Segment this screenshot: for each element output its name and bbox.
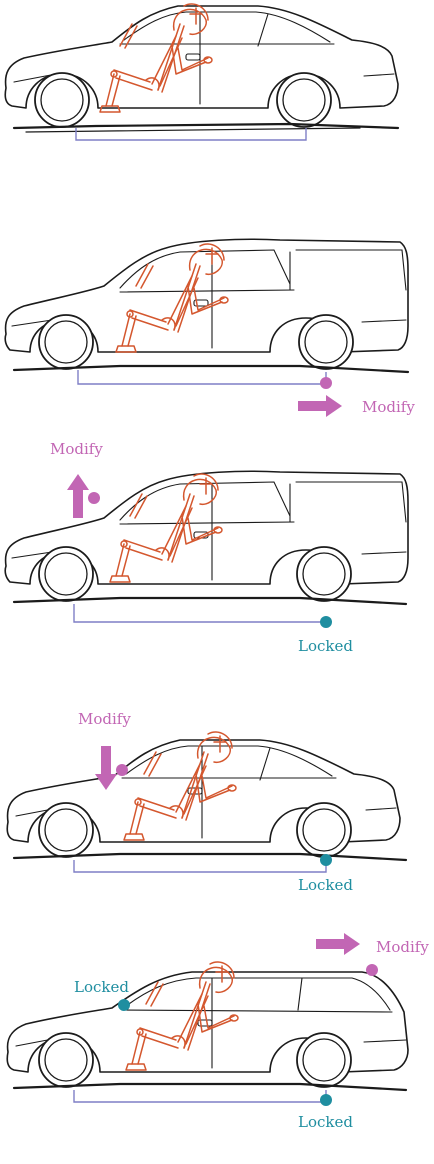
control-point-wheelbase-rear <box>320 377 332 389</box>
modify-label: Modify <box>376 938 429 956</box>
control-point-wheelbase-rear <box>320 854 332 866</box>
panel-1-sedan <box>4 3 400 141</box>
wheelbase-guide <box>77 370 327 385</box>
wheelbase-guide <box>75 128 307 141</box>
panel-3-suv: Locked Modify <box>4 440 409 655</box>
modify-label: Modify <box>78 710 131 728</box>
locked-label-wheelbase: Locked <box>298 1113 353 1131</box>
wheelbase-guide <box>73 604 326 623</box>
panel-4-sedan-long: Locked Modify <box>6 710 408 894</box>
control-point-hood <box>118 999 130 1011</box>
modify-arrow-down <box>95 746 117 790</box>
wheelbase-guide <box>73 860 327 873</box>
panel-5-wagon: Locked Locked Modify <box>6 933 429 1131</box>
locked-label: Locked <box>298 876 353 894</box>
control-point-roof-rear <box>366 964 378 976</box>
locked-label: Locked <box>298 637 353 655</box>
modify-arrow-up <box>67 474 89 518</box>
modify-arrow-right <box>316 933 360 955</box>
modify-label: Modify <box>50 440 103 458</box>
control-point-wheelbase-rear <box>320 1094 332 1106</box>
modify-arrow-right <box>298 395 342 417</box>
locked-label-hood: Locked <box>74 978 129 996</box>
panel-2-truck: Modify <box>4 238 415 417</box>
modify-label: Modify <box>362 398 415 416</box>
control-point-hood <box>116 764 128 776</box>
control-point-wheelbase-rear <box>320 616 332 628</box>
control-point-hood <box>88 492 100 504</box>
wheelbase-guide <box>73 1090 327 1103</box>
